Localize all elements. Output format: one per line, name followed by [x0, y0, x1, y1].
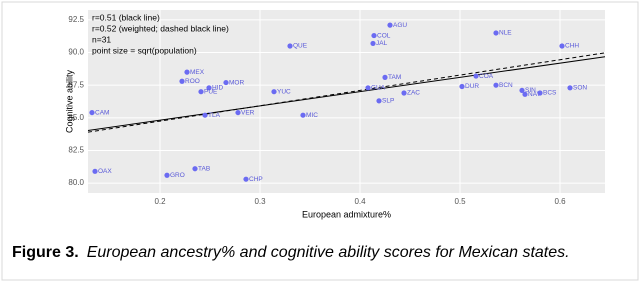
- point: [271, 89, 277, 95]
- caption-label: Figure 3.: [12, 244, 79, 261]
- y-tick-label: 92.5: [68, 15, 84, 24]
- fit-line: [87, 52, 606, 133]
- point-label: MOR: [229, 79, 244, 86]
- point-label: CAM: [95, 109, 109, 116]
- point: [522, 91, 528, 97]
- point-label: CHP: [249, 176, 263, 183]
- point: [559, 43, 565, 49]
- y-tick-label: 85.0: [68, 113, 84, 122]
- y-tick-label: 90.0: [68, 48, 84, 57]
- point: [493, 82, 499, 88]
- point-label: DUR: [465, 83, 479, 90]
- point: [365, 85, 371, 91]
- point: [473, 73, 479, 79]
- point: [164, 172, 170, 178]
- point-label: YUC: [277, 88, 291, 95]
- annotation: n=31: [92, 34, 111, 44]
- point-label: COA: [479, 73, 494, 80]
- point: [387, 22, 393, 28]
- point-label: TAM: [388, 74, 401, 81]
- point: [401, 90, 407, 96]
- y-tick-label: 87.5: [68, 80, 84, 89]
- x-tick-label: 0.3: [254, 197, 266, 206]
- point: [206, 85, 212, 91]
- point: [493, 30, 499, 36]
- point-label: MIC: [306, 112, 318, 119]
- point: [370, 40, 376, 47]
- point: [300, 112, 306, 118]
- x-tick-label: 0.2: [154, 197, 166, 206]
- point: [519, 87, 525, 94]
- point-label: QUE: [293, 43, 308, 50]
- point: [192, 166, 198, 172]
- point: [223, 79, 229, 86]
- annotation: point size = sqrt(population): [92, 45, 197, 55]
- y-tick-label: 80.0: [68, 178, 84, 187]
- point: [92, 168, 98, 174]
- x-axis-label: European admixture%: [302, 209, 391, 219]
- point: [198, 89, 204, 95]
- point-label: COL: [377, 32, 391, 39]
- point-label: GUA: [371, 85, 386, 92]
- point: [382, 74, 388, 80]
- x-tick-label: 0.6: [554, 197, 566, 206]
- annotation: r=0.51 (black line): [92, 12, 160, 22]
- point: [202, 112, 208, 118]
- caption-text: European ancestry% and cognitive ability…: [87, 244, 570, 261]
- point-label: GRO: [170, 172, 185, 179]
- point-label: ROO: [185, 78, 200, 85]
- point-label: NAY: [528, 91, 542, 98]
- point-label: BCN: [499, 82, 513, 89]
- point-label: TLA: [208, 112, 221, 119]
- point-label: SLP: [382, 98, 394, 105]
- point-label: MEX: [190, 69, 205, 76]
- point: [179, 78, 185, 84]
- point-label: NLE: [499, 30, 512, 37]
- point: [567, 85, 573, 91]
- point: [184, 69, 190, 75]
- point-label: SIN: [525, 87, 536, 94]
- panel: [88, 10, 605, 193]
- point: [243, 176, 249, 182]
- point-label: VER: [241, 109, 255, 116]
- point: [371, 32, 377, 39]
- point-label: PUE: [204, 88, 218, 95]
- y-tick-label: 82.5: [68, 146, 84, 155]
- point-label: HID: [212, 85, 224, 92]
- point: [537, 90, 543, 96]
- caption: Figure 3. European ancestry% and cognitiv…: [12, 244, 570, 261]
- point-label: CHH: [565, 43, 579, 50]
- point-label: TAB: [198, 165, 210, 172]
- point: [287, 43, 293, 49]
- point-label: AGU: [393, 22, 407, 29]
- x-tick-label: 0.5: [454, 197, 466, 206]
- point: [459, 83, 465, 90]
- point: [235, 109, 241, 116]
- point-label: JAL: [376, 40, 388, 47]
- point: [89, 109, 95, 116]
- y-axis-label: Cognitive ability: [64, 69, 74, 133]
- point: [376, 98, 382, 104]
- x-tick-label: 0.4: [354, 197, 366, 206]
- fit-line: [87, 56, 606, 131]
- annotation: r=0.52 (weighted; dashed black line): [92, 23, 229, 33]
- point-label: ZAC: [407, 90, 420, 97]
- point-label: BCS: [543, 90, 557, 97]
- point-label: SON: [573, 85, 587, 92]
- point-label: OAX: [98, 168, 112, 175]
